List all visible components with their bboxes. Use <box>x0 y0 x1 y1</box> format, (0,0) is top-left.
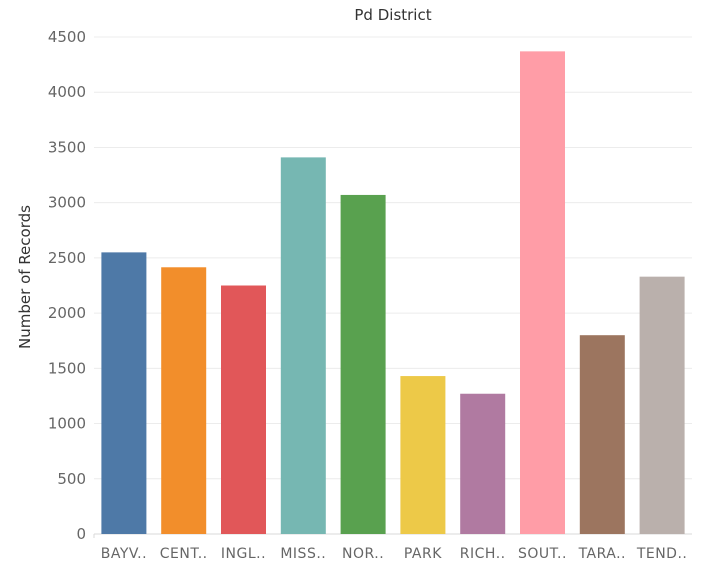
x-tick-label: TARA.. <box>578 546 626 562</box>
y-tick-label: 2000 <box>48 304 86 322</box>
bar[interactable] <box>520 51 565 534</box>
x-tick-label: RICH.. <box>460 546 506 562</box>
bar[interactable] <box>221 285 266 535</box>
x-tick-label: BAYV.. <box>101 546 147 562</box>
chart-title: Pd District <box>354 6 431 24</box>
y-tick-label: 3000 <box>48 194 86 212</box>
bar[interactable] <box>460 393 506 534</box>
x-tick-label: SOUT.. <box>518 546 567 562</box>
x-tick-label: CENT.. <box>160 546 208 562</box>
bar[interactable] <box>340 194 386 535</box>
y-tick-label: 1000 <box>48 415 86 433</box>
bars <box>101 51 685 535</box>
y-tick-label: 0 <box>76 525 86 543</box>
x-tick-label: INGL.. <box>221 546 266 562</box>
bar[interactable] <box>639 276 685 534</box>
x-axis-ticks: BAYV.. CENT.. INGL.. MISS.. NOR.. PARK RICH.. S… <box>101 546 688 562</box>
y-axis-label: Number of Records <box>16 205 34 349</box>
bar[interactable] <box>280 157 326 534</box>
y-axis-ticks: 0 500 1000 1500 2000 2500 3000 3500 4000 4500 <box>48 28 86 543</box>
x-tick-label: MISS.. <box>280 546 326 562</box>
bar[interactable] <box>579 335 625 534</box>
y-tick-label: 2500 <box>48 249 86 267</box>
bar[interactable] <box>161 267 207 534</box>
bar[interactable] <box>400 376 446 534</box>
x-tick-label: TEND.. <box>636 546 688 562</box>
y-tick-label: 4000 <box>48 83 86 101</box>
x-tick-label: PARK <box>404 546 442 562</box>
y-tick-label: 3500 <box>48 138 86 156</box>
y-tick-label: 4500 <box>48 28 86 46</box>
bar[interactable] <box>101 252 147 534</box>
y-tick-label: 1500 <box>48 359 86 377</box>
y-tick-label: 500 <box>57 470 86 488</box>
x-tick-label: NOR.. <box>342 546 384 562</box>
